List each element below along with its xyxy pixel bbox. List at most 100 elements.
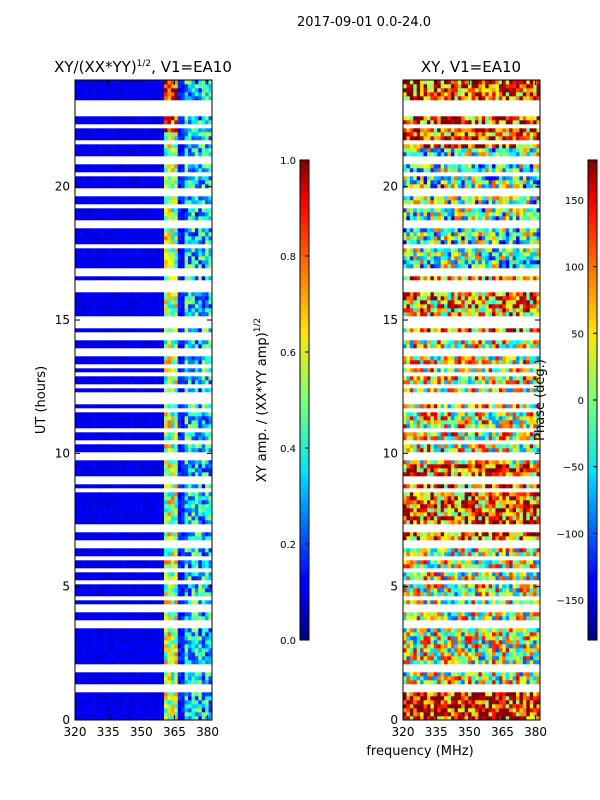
heat-cell: [495, 644, 500, 649]
heat-cell: [109, 256, 113, 261]
heat-cell: [498, 676, 503, 681]
heat-cell: [143, 196, 148, 201]
heat-cell: [153, 616, 158, 621]
heat-cell: [81, 340, 86, 345]
heat-cell: [184, 132, 189, 137]
heat-cell: [88, 380, 93, 385]
flagged-row: [75, 624, 212, 629]
heat-cell: [146, 436, 151, 441]
heat-cell: [205, 656, 209, 661]
heat-cell: [95, 584, 100, 589]
heat-cell: [488, 644, 493, 649]
heat-cell: [157, 564, 161, 569]
heat-cell: [126, 600, 131, 605]
heat-cell: [167, 616, 172, 621]
heat-cell: [122, 520, 127, 525]
heat-cell: [447, 672, 452, 677]
heat-cell: [184, 612, 189, 617]
heat-cell: [529, 628, 534, 633]
heat-cell: [474, 672, 479, 677]
heat-cell: [188, 716, 192, 721]
heat-cell: [129, 240, 134, 245]
heat-cell: [136, 208, 141, 213]
heat-cell: [126, 492, 131, 497]
heat-cell: [150, 212, 155, 217]
heat-cell: [126, 328, 131, 333]
heat-cell: [488, 700, 493, 705]
heat-cell: [143, 612, 148, 617]
heat-cell: [423, 704, 428, 709]
heat-cell: [191, 260, 196, 265]
heat-cell: [112, 144, 117, 149]
heat-cell: [481, 632, 486, 637]
heat-cell: [201, 256, 206, 261]
heat-cell: [140, 552, 144, 557]
heat-cell: [198, 640, 203, 645]
heat-cell: [146, 636, 151, 641]
heat-cell: [75, 560, 79, 565]
heat-cell: [160, 152, 165, 157]
heat-cell: [136, 704, 141, 709]
heat-cell: [140, 256, 144, 261]
heat-cell: [533, 660, 537, 665]
heat-cell: [146, 164, 151, 169]
heat-cell: [464, 660, 469, 665]
heat-cell: [119, 712, 124, 717]
heat-cell: [468, 700, 472, 705]
heat-cell: [146, 144, 151, 149]
heat-cell: [146, 252, 151, 257]
heat-cell: [153, 256, 158, 261]
heat-cell: [153, 116, 158, 121]
heat-cell: [95, 672, 100, 677]
heat-cell: [129, 308, 134, 313]
heat-cell: [146, 600, 151, 605]
heat-cell: [75, 236, 79, 241]
flagged-row: [403, 668, 540, 673]
heat-cell: [109, 572, 113, 577]
heat-cell: [153, 500, 158, 505]
heat-cell: [167, 256, 172, 261]
heat-cell: [167, 300, 172, 305]
heat-cell: [157, 84, 161, 89]
heat-cell: [112, 660, 117, 665]
heat-cell: [437, 676, 441, 681]
heat-cell: [450, 712, 455, 717]
heat-cell: [116, 548, 120, 553]
heat-cell: [126, 360, 131, 365]
heat-cell: [112, 176, 117, 181]
heat-cell: [416, 696, 421, 701]
heat-cell: [167, 380, 172, 385]
heat-cell: [153, 416, 158, 421]
colorbar1-tick-label: 0.0: [280, 636, 296, 647]
heat-cell: [170, 640, 175, 645]
heat-cell: [78, 216, 83, 221]
heat-cell: [122, 252, 127, 257]
heat-cell: [153, 640, 158, 645]
heat-cell: [133, 552, 137, 557]
heat-cell: [498, 628, 503, 633]
heat-cell: [160, 520, 165, 525]
heat-cell: [143, 496, 148, 501]
heat-cell: [129, 88, 134, 93]
heat-cell: [170, 492, 175, 497]
heat-cell: [157, 500, 161, 505]
heat-cell: [205, 176, 209, 181]
heat-cell: [406, 692, 411, 697]
heat-cell: [92, 88, 96, 93]
heat-cell: [140, 564, 144, 569]
heat-cell: [174, 472, 179, 477]
heat-cell: [150, 236, 155, 241]
heat-cell: [170, 448, 175, 453]
heat-cell: [98, 704, 103, 709]
heat-cell: [126, 516, 131, 521]
heat-cell: [78, 444, 83, 449]
heat-cell: [184, 468, 189, 473]
heat-cell: [194, 236, 199, 241]
heat-cell: [133, 212, 137, 217]
heat-cell: [75, 576, 79, 581]
heat-cell: [170, 412, 175, 417]
heat-cell: [85, 152, 89, 157]
heat-cell: [116, 300, 120, 305]
heat-cell: [208, 168, 213, 173]
heat-cell: [184, 416, 189, 421]
